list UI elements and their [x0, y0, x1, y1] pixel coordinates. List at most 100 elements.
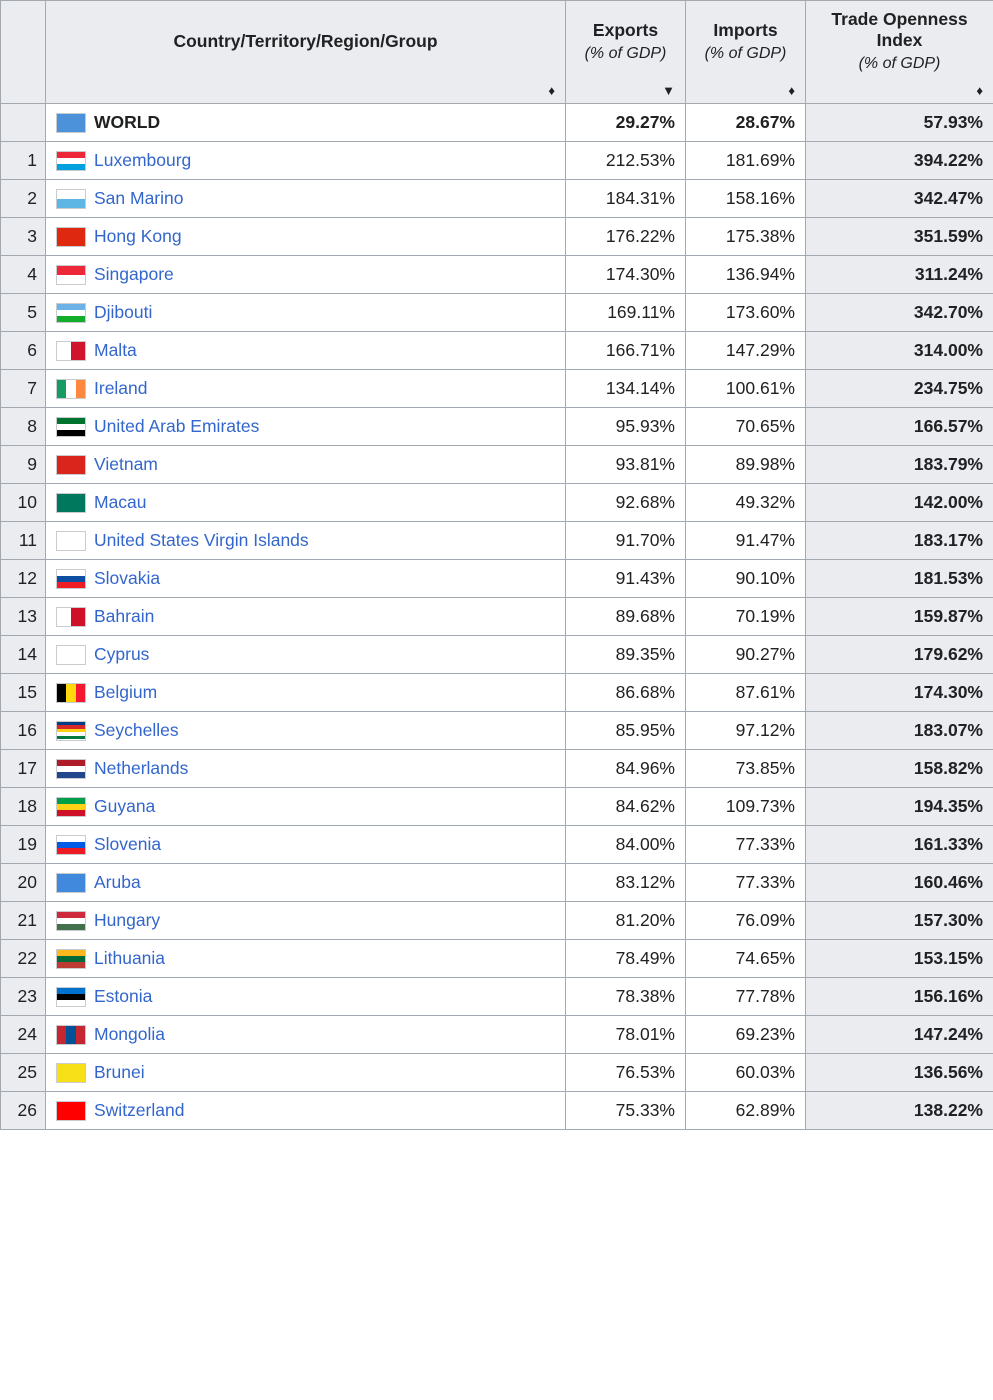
- openness-cell: 194.35%: [806, 788, 993, 826]
- table-row: 24Mongolia78.01%69.23%147.24%: [1, 1016, 993, 1054]
- table-row: 10Macau92.68%49.32%142.00%: [1, 484, 993, 522]
- imports-cell: 89.98%: [686, 446, 806, 484]
- table-row: 13Bahrain89.68%70.19%159.87%: [1, 598, 993, 636]
- country-link[interactable]: Switzerland: [94, 1100, 184, 1121]
- country-link[interactable]: Seychelles: [94, 720, 179, 741]
- flag-icon: [56, 341, 86, 361]
- country-cell: Seychelles: [46, 712, 566, 750]
- table-row: 6Malta166.71%147.29%314.00%: [1, 332, 993, 370]
- country-cell: Lithuania: [46, 940, 566, 978]
- header-openness[interactable]: Trade Openness Index (% of GDP) ♦: [806, 1, 993, 104]
- country-link[interactable]: Belgium: [94, 682, 157, 703]
- header-exports[interactable]: Exports (% of GDP) ▼: [566, 1, 686, 104]
- flag-icon: [56, 1101, 86, 1121]
- country-link[interactable]: Luxembourg: [94, 150, 191, 171]
- flag-icon: [56, 1025, 86, 1045]
- rank-cell: 12: [1, 560, 46, 598]
- flag-icon: [56, 835, 86, 855]
- country-link[interactable]: Mongolia: [94, 1024, 165, 1045]
- imports-cell: 109.73%: [686, 788, 806, 826]
- country-link[interactable]: Guyana: [94, 796, 155, 817]
- flag-icon: [56, 607, 86, 627]
- country-link[interactable]: Slovakia: [94, 568, 160, 589]
- flag-icon: [56, 949, 86, 969]
- imports-cell: 69.23%: [686, 1016, 806, 1054]
- country-cell: Macau: [46, 484, 566, 522]
- rank-cell: 20: [1, 864, 46, 902]
- country-link[interactable]: Aruba: [94, 872, 141, 893]
- header-openness-sub: (% of GDP): [816, 55, 983, 73]
- exports-cell: 78.01%: [566, 1016, 686, 1054]
- country-cell: Netherlands: [46, 750, 566, 788]
- rank-cell: 21: [1, 902, 46, 940]
- flag-icon: [56, 569, 86, 589]
- country-link[interactable]: United Arab Emirates: [94, 416, 259, 437]
- country-link[interactable]: Macau: [94, 492, 147, 513]
- country-link[interactable]: Hong Kong: [94, 226, 182, 247]
- imports-cell: 62.89%: [686, 1092, 806, 1130]
- flag-icon: [56, 873, 86, 893]
- table-row: 9Vietnam93.81%89.98%183.79%: [1, 446, 993, 484]
- imports-cell: 90.10%: [686, 560, 806, 598]
- rank-cell: 4: [1, 256, 46, 294]
- exports-cell: 92.68%: [566, 484, 686, 522]
- imports-cell: 87.61%: [686, 674, 806, 712]
- header-imports[interactable]: Imports (% of GDP) ♦: [686, 1, 806, 104]
- country-link[interactable]: Slovenia: [94, 834, 161, 855]
- exports-cell: 78.38%: [566, 978, 686, 1016]
- openness-cell: 183.07%: [806, 712, 993, 750]
- imports-cell: 73.85%: [686, 750, 806, 788]
- country-name: WORLD: [94, 112, 160, 133]
- country-link[interactable]: Lithuania: [94, 948, 165, 969]
- country-cell: Hungary: [46, 902, 566, 940]
- header-rank[interactable]: [1, 1, 46, 104]
- country-link[interactable]: Netherlands: [94, 758, 188, 779]
- header-country[interactable]: Country/Territory/Region/Group ♦: [46, 1, 566, 104]
- imports-cell: 181.69%: [686, 142, 806, 180]
- table-row: 12Slovakia91.43%90.10%181.53%: [1, 560, 993, 598]
- country-link[interactable]: Vietnam: [94, 454, 158, 475]
- imports-cell: 147.29%: [686, 332, 806, 370]
- country-link[interactable]: Brunei: [94, 1062, 145, 1083]
- exports-cell: 86.68%: [566, 674, 686, 712]
- table-row: 18Guyana84.62%109.73%194.35%: [1, 788, 993, 826]
- country-cell: WORLD: [46, 104, 566, 142]
- header-country-label: Country/Territory/Region/Group: [173, 31, 437, 51]
- imports-cell: 76.09%: [686, 902, 806, 940]
- exports-cell: 174.30%: [566, 256, 686, 294]
- country-link[interactable]: Bahrain: [94, 606, 154, 627]
- flag-icon: [56, 227, 86, 247]
- rank-cell: 10: [1, 484, 46, 522]
- imports-cell: 49.32%: [686, 484, 806, 522]
- country-cell: Djibouti: [46, 294, 566, 332]
- country-cell: Slovakia: [46, 560, 566, 598]
- openness-cell: 159.87%: [806, 598, 993, 636]
- country-link[interactable]: Cyprus: [94, 644, 149, 665]
- country-cell: Belgium: [46, 674, 566, 712]
- country-link[interactable]: Ireland: [94, 378, 148, 399]
- country-link[interactable]: Singapore: [94, 264, 174, 285]
- exports-cell: 84.96%: [566, 750, 686, 788]
- rank-cell: 6: [1, 332, 46, 370]
- openness-cell: 181.53%: [806, 560, 993, 598]
- country-link[interactable]: Hungary: [94, 910, 160, 931]
- country-link[interactable]: Djibouti: [94, 302, 152, 323]
- country-cell: Luxembourg: [46, 142, 566, 180]
- flag-icon: [56, 531, 86, 551]
- flag-icon: [56, 417, 86, 437]
- exports-cell: 89.35%: [566, 636, 686, 674]
- header-exports-label: Exports: [593, 20, 658, 40]
- trade-openness-table: Country/Territory/Region/Group ♦ Exports…: [0, 0, 993, 1130]
- country-link[interactable]: San Marino: [94, 188, 184, 209]
- country-link[interactable]: United States Virgin Islands: [94, 530, 309, 551]
- country-link[interactable]: Estonia: [94, 986, 152, 1007]
- flag-icon: [56, 379, 86, 399]
- header-imports-label: Imports: [713, 20, 777, 40]
- openness-cell: 342.47%: [806, 180, 993, 218]
- sort-icon: ♦: [788, 84, 795, 97]
- rank-cell: 7: [1, 370, 46, 408]
- imports-cell: 100.61%: [686, 370, 806, 408]
- country-link[interactable]: Malta: [94, 340, 137, 361]
- flag-icon: [56, 797, 86, 817]
- country-cell: Guyana: [46, 788, 566, 826]
